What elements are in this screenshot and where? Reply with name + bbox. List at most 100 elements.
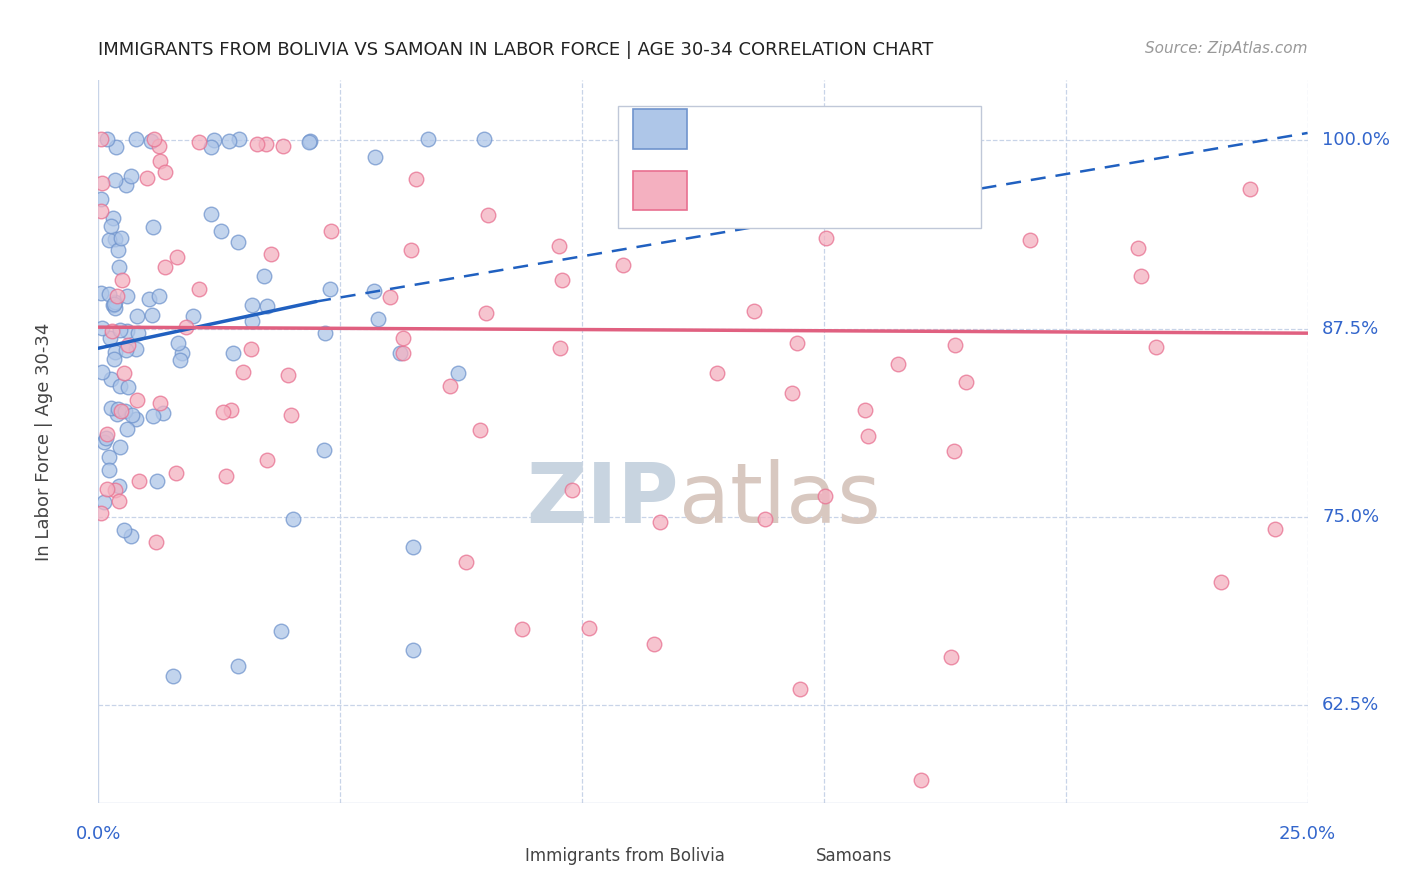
- Point: [91, 177, 114, 191]
- Point: [104, 483, 127, 497]
- Point: [108, 494, 131, 508]
- Point: [104, 173, 127, 187]
- Point: [90, 132, 112, 146]
- FancyBboxPatch shape: [633, 170, 688, 211]
- Point: [104, 231, 127, 245]
- Point: [96, 482, 118, 496]
- Point: [98, 286, 121, 301]
- Point: [256, 452, 278, 467]
- Point: [141, 309, 163, 323]
- FancyBboxPatch shape: [633, 109, 688, 149]
- Point: [578, 621, 600, 635]
- Point: [107, 479, 129, 493]
- Point: [103, 297, 125, 311]
- Point: [103, 344, 125, 359]
- Point: [112, 366, 135, 380]
- Point: [125, 393, 148, 408]
- Point: [162, 669, 184, 683]
- Point: [1019, 233, 1042, 247]
- Point: [139, 134, 162, 148]
- Point: [259, 246, 281, 260]
- Text: Samoans: Samoans: [815, 847, 891, 864]
- Point: [100, 401, 122, 416]
- Point: [392, 346, 415, 360]
- Point: [910, 773, 932, 788]
- Point: [142, 409, 165, 424]
- Text: 75.0%: 75.0%: [1322, 508, 1379, 525]
- Point: [239, 343, 262, 357]
- Point: [142, 219, 165, 234]
- Point: [125, 132, 148, 146]
- Text: atlas: atlas: [679, 458, 880, 540]
- Point: [127, 326, 149, 340]
- Point: [110, 230, 132, 244]
- Point: [172, 345, 194, 359]
- Point: [215, 469, 238, 483]
- Point: [90, 203, 112, 218]
- Text: R =: R =: [697, 120, 740, 138]
- Point: [612, 258, 634, 272]
- Point: [643, 637, 665, 651]
- Text: 0.156: 0.156: [751, 120, 813, 138]
- Point: [94, 431, 117, 445]
- Point: [477, 208, 499, 222]
- Point: [246, 137, 269, 152]
- Point: [117, 380, 139, 394]
- Point: [786, 335, 808, 350]
- Point: [101, 211, 124, 225]
- Point: [378, 290, 401, 304]
- Point: [93, 434, 115, 449]
- Point: [319, 283, 342, 297]
- Point: [754, 512, 776, 526]
- Point: [367, 312, 389, 326]
- Point: [127, 309, 149, 323]
- Point: [364, 150, 387, 164]
- Point: [188, 282, 211, 296]
- Point: [749, 132, 772, 146]
- Point: [402, 642, 425, 657]
- Text: ZIP: ZIP: [526, 458, 679, 540]
- Point: [166, 250, 188, 264]
- Point: [153, 164, 176, 178]
- Point: [96, 132, 118, 146]
- Point: [115, 422, 138, 436]
- Text: N = 85: N = 85: [811, 179, 886, 198]
- Text: N = 93: N = 93: [811, 120, 884, 138]
- Point: [103, 351, 125, 366]
- Point: [101, 298, 124, 312]
- Point: [117, 324, 139, 338]
- Point: [90, 192, 112, 206]
- Point: [299, 134, 322, 148]
- Point: [1211, 574, 1233, 589]
- Point: [222, 346, 245, 360]
- Point: [136, 170, 159, 185]
- Point: [142, 132, 165, 146]
- Point: [853, 402, 876, 417]
- Point: [314, 326, 336, 340]
- Point: [363, 284, 385, 298]
- Point: [111, 272, 134, 286]
- Point: [1130, 268, 1153, 283]
- Point: [456, 555, 478, 569]
- Point: [110, 378, 132, 392]
- Point: [1126, 241, 1149, 255]
- Point: [319, 224, 342, 238]
- Point: [101, 324, 124, 338]
- Point: [138, 293, 160, 307]
- Point: [97, 233, 120, 247]
- Point: [388, 346, 411, 360]
- FancyBboxPatch shape: [619, 105, 981, 228]
- Point: [107, 402, 129, 417]
- Point: [551, 273, 574, 287]
- Point: [121, 408, 143, 422]
- Point: [405, 172, 427, 186]
- Text: IMMIGRANTS FROM BOLIVIA VS SAMOAN IN LABOR FORCE | AGE 30-34 CORRELATION CHART: IMMIGRANTS FROM BOLIVIA VS SAMOAN IN LAB…: [98, 40, 934, 59]
- Point: [439, 378, 461, 392]
- FancyBboxPatch shape: [776, 843, 806, 868]
- Point: [107, 244, 129, 258]
- Point: [1264, 522, 1286, 536]
- Point: [939, 649, 962, 664]
- Point: [149, 396, 172, 410]
- Point: [97, 463, 120, 477]
- Point: [108, 260, 131, 274]
